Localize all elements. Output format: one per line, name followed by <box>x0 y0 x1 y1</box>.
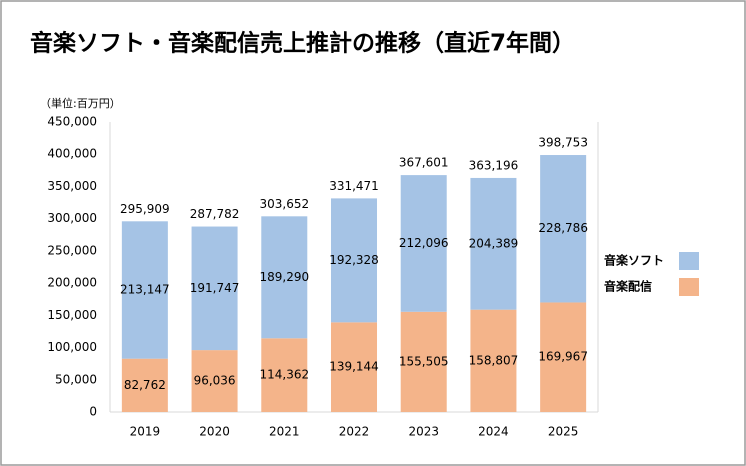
y-tick-label: 350,000 <box>47 179 97 193</box>
bar-segment <box>400 311 447 412</box>
value-label: 228,786 <box>538 221 588 235</box>
value-label: 139,144 <box>329 360 379 374</box>
y-tick-label: 200,000 <box>47 276 97 290</box>
x-tick-label: 2024 <box>478 425 509 439</box>
bar-segment <box>540 302 587 412</box>
value-label: 169,967 <box>538 350 588 364</box>
x-tick-label: 2021 <box>269 425 300 439</box>
legend-swatch <box>679 278 699 296</box>
legend-swatch <box>679 252 699 270</box>
bar-segment <box>261 216 308 339</box>
bar-segment <box>400 175 447 312</box>
bar-segment <box>540 155 587 303</box>
chart-title: 音楽ソフト・音楽配信売上推計の推移（直近7年間） <box>30 30 575 57</box>
value-label: 189,290 <box>259 270 309 284</box>
value-label: 96,036 <box>194 374 236 388</box>
bar-segment <box>261 338 308 412</box>
y-tick-label: 300,000 <box>47 211 97 225</box>
bar-segment <box>191 226 238 351</box>
legend-label: 音楽配信 <box>604 279 652 294</box>
x-tick-label: 2022 <box>339 425 370 439</box>
total-label: 363,196 <box>469 158 519 172</box>
legend-label: 音楽ソフト <box>604 253 664 268</box>
x-tick-label: 2019 <box>130 425 161 439</box>
y-tick-label: 250,000 <box>47 243 97 257</box>
y-tick-label: 100,000 <box>47 340 97 354</box>
value-label: 114,362 <box>259 368 309 382</box>
total-label: 398,753 <box>538 136 588 150</box>
total-label: 331,471 <box>329 179 379 193</box>
total-label: 303,652 <box>259 197 309 211</box>
y-tick-label: 0 <box>89 405 97 419</box>
y-unit-label: （単位:百万円） <box>40 96 121 110</box>
bar-segment <box>470 309 517 412</box>
value-label: 158,807 <box>469 353 519 367</box>
y-tick-label: 50,000 <box>55 372 97 386</box>
bar-segment <box>191 350 238 412</box>
y-tick-label: 150,000 <box>47 308 97 322</box>
bar-segment <box>121 358 168 412</box>
value-label: 82,762 <box>124 378 166 392</box>
value-label: 204,389 <box>469 236 519 250</box>
y-tick-label: 450,000 <box>47 115 97 129</box>
bar-segment <box>330 322 378 412</box>
value-label: 213,147 <box>120 282 170 296</box>
bar-segment <box>470 177 517 310</box>
x-tick-label: 2025 <box>548 425 579 439</box>
value-label: 212,096 <box>399 236 449 250</box>
x-tick-label: 2020 <box>199 425 230 439</box>
bar-segment <box>330 198 378 323</box>
value-label: 191,747 <box>190 281 240 295</box>
total-label: 295,909 <box>120 202 170 216</box>
x-tick-label: 2023 <box>408 425 439 439</box>
y-tick-label: 400,000 <box>47 147 97 161</box>
total-label: 367,601 <box>399 156 449 170</box>
total-label: 287,782 <box>190 207 240 221</box>
value-label: 192,328 <box>329 253 379 267</box>
bar-segment <box>121 221 168 359</box>
value-label: 155,505 <box>399 354 449 368</box>
